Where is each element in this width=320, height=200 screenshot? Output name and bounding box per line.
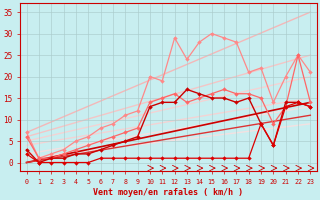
X-axis label: Vent moyen/en rafales ( km/h ): Vent moyen/en rafales ( km/h ) [93,188,244,197]
